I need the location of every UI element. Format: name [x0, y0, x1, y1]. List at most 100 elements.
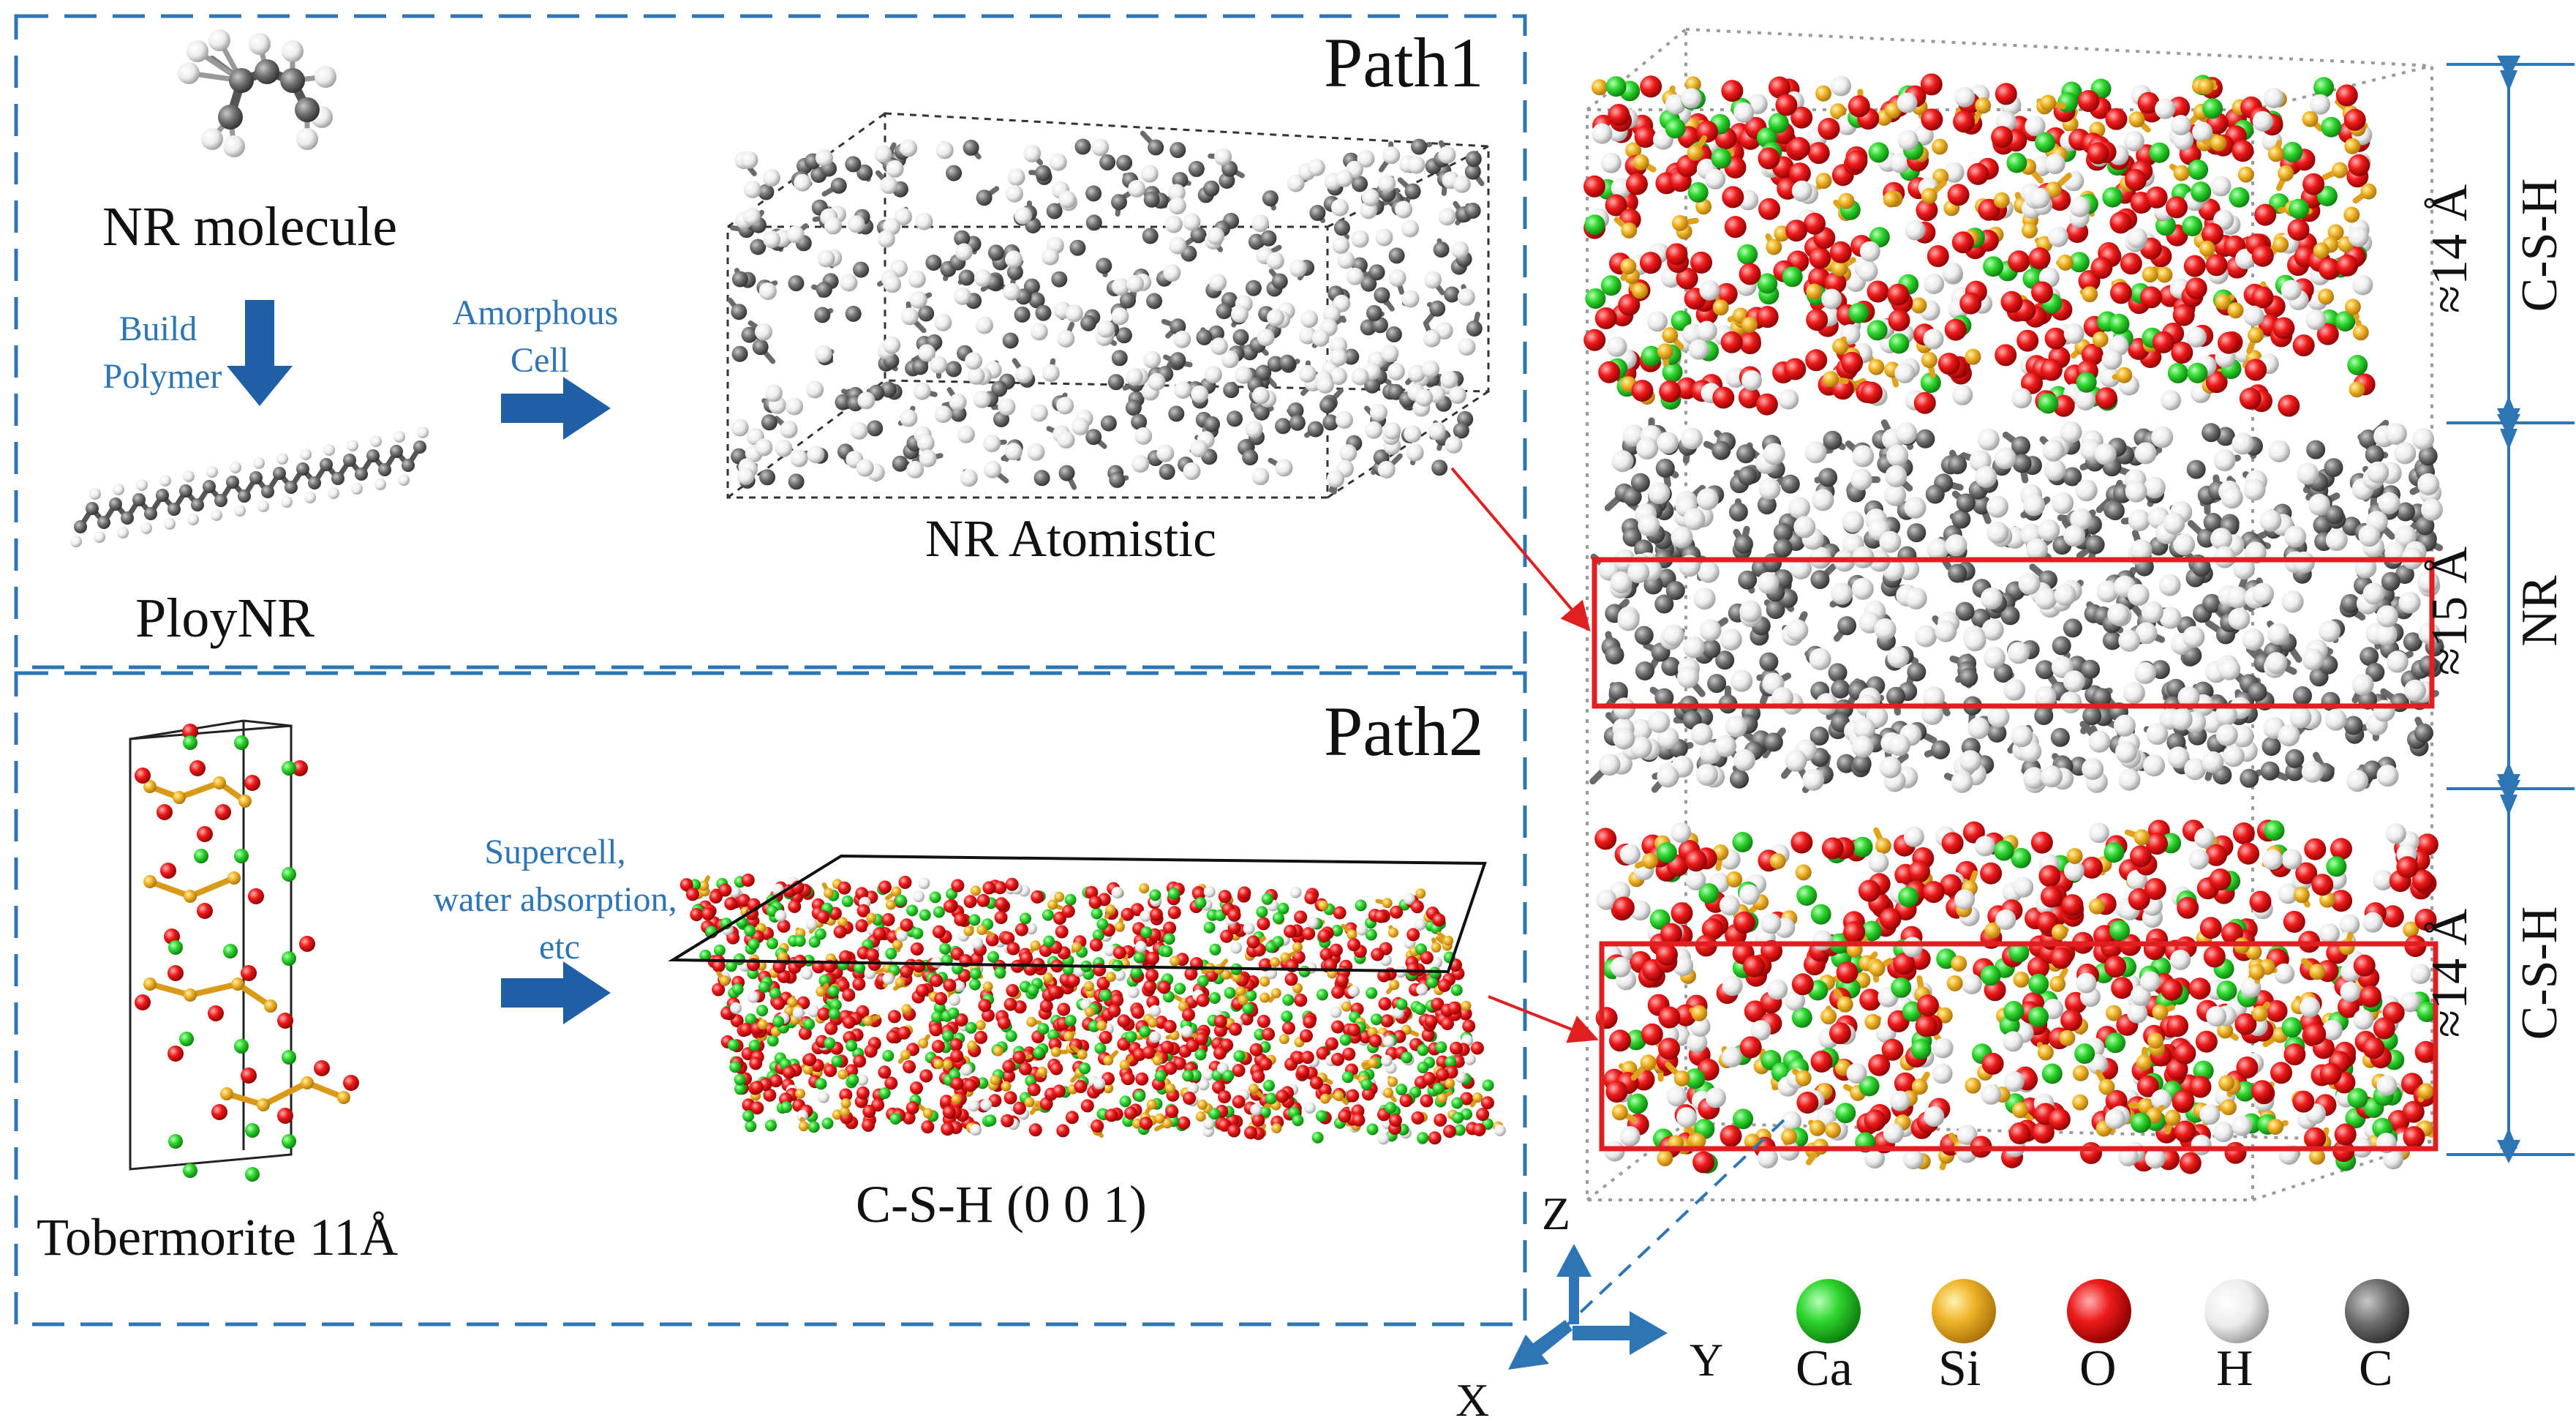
- h-atom: [856, 459, 874, 477]
- h-atom: [934, 313, 952, 331]
- ca-atom: [1134, 1090, 1146, 1102]
- o-atom: [1769, 76, 1790, 99]
- h-atom: [1003, 282, 1021, 301]
- o-atom: [1218, 890, 1232, 904]
- h-atom: [2170, 708, 2193, 731]
- h-atom: [1897, 92, 1918, 113]
- si-atom: [900, 1049, 911, 1060]
- h-atom: [1681, 427, 1703, 450]
- h-atom: [1336, 411, 1353, 429]
- h-atom: [1606, 336, 1627, 357]
- o-atom: [1050, 1062, 1063, 1076]
- c-atom: [918, 305, 935, 322]
- c-atom: [1730, 769, 1749, 789]
- o-atom: [898, 876, 912, 889]
- c-atom: [1886, 686, 1905, 706]
- ca-atom: [1259, 1106, 1271, 1118]
- ca-atom: [965, 1021, 977, 1034]
- o-atom: [910, 942, 924, 956]
- h-atom: [2412, 428, 2434, 450]
- c-atom: [1907, 662, 1927, 682]
- ca-atom: [1757, 273, 1778, 294]
- h-atom: [2143, 476, 2166, 499]
- o-atom: [1192, 887, 1206, 901]
- c-atom: [1852, 754, 1872, 773]
- h-atom: [2127, 228, 2147, 249]
- o-atom: [2205, 254, 2228, 277]
- h-atom: [2041, 765, 2063, 788]
- c-atom: [1190, 227, 1207, 244]
- c-atom: [1115, 327, 1132, 344]
- h-atom: [234, 505, 246, 517]
- ca-atom: [919, 909, 931, 921]
- h-atom: [1356, 923, 1368, 936]
- o-atom: [940, 1095, 954, 1108]
- c-atom: [2293, 686, 2312, 705]
- o-atom: [997, 1016, 1011, 1029]
- o-atom: [2201, 222, 2223, 245]
- c-atom: [144, 507, 157, 520]
- ca-atom: [1005, 1030, 1017, 1042]
- ca-atom: [878, 1087, 891, 1100]
- h-atom: [737, 467, 755, 485]
- o-atom: [1428, 1131, 1442, 1145]
- h-atom: [2141, 601, 2163, 623]
- h-atom: [1387, 362, 1405, 380]
- o-atom: [2021, 372, 2043, 394]
- c-atom: [1453, 422, 1469, 439]
- h-atom: [2265, 652, 2288, 675]
- h-atom: [1415, 389, 1434, 407]
- si-atom: [1024, 1097, 1035, 1108]
- o-atom: [902, 1111, 916, 1125]
- h-atom: [1945, 534, 1967, 557]
- o-atom: [690, 908, 704, 921]
- c-atom: [1204, 416, 1221, 432]
- c-atom: [1289, 414, 1306, 431]
- h-atom: [417, 427, 429, 438]
- ca-atom: [2038, 393, 2059, 414]
- c-atom: [1465, 151, 1482, 168]
- ca-atom: [1366, 987, 1378, 999]
- c-atom: [892, 455, 908, 472]
- o-atom: [1104, 1108, 1118, 1122]
- ca-atom: [1311, 1131, 1324, 1144]
- h-atom: [1257, 329, 1275, 347]
- si-atom: [2248, 327, 2264, 343]
- c-atom: [1322, 414, 1339, 431]
- c-atom: [816, 281, 832, 298]
- si-atom: [213, 776, 226, 789]
- o-atom: [1959, 292, 1982, 315]
- c-atom: [2215, 427, 2235, 446]
- o-atom: [1858, 879, 1880, 902]
- h-atom: [1696, 320, 1717, 342]
- o-atom: [1161, 1040, 1174, 1054]
- h-atom: [983, 435, 1001, 452]
- h-atom: [1210, 337, 1228, 356]
- o-atom: [1916, 199, 1938, 222]
- ca-atom: [1341, 1071, 1354, 1084]
- si-atom: [963, 926, 974, 937]
- h-atom: [1831, 75, 1851, 97]
- o-atom: [277, 1108, 293, 1124]
- c-atom: [1074, 138, 1091, 155]
- o-atom: [2125, 169, 2147, 191]
- c-atom: [1987, 723, 2007, 743]
- o-atom: [905, 1101, 919, 1115]
- o-atom: [963, 895, 977, 909]
- path2-title: Path2: [1324, 692, 1484, 770]
- h-atom: [1202, 1118, 1215, 1130]
- ca-atom: [1768, 113, 1789, 134]
- h-atom: [913, 382, 931, 400]
- si-atom: [777, 952, 788, 963]
- o-atom: [1329, 943, 1343, 957]
- c-atom: [366, 449, 380, 462]
- si-atom: [901, 1004, 912, 1015]
- si-atom: [2227, 302, 2244, 319]
- h-atom: [2281, 590, 2304, 613]
- si-atom: [1235, 986, 1246, 997]
- h-atom: [796, 1109, 808, 1122]
- si-atom: [1146, 1099, 1157, 1110]
- ca-atom: [929, 891, 941, 904]
- c-atom: [1374, 287, 1390, 304]
- o-atom: [769, 1074, 783, 1088]
